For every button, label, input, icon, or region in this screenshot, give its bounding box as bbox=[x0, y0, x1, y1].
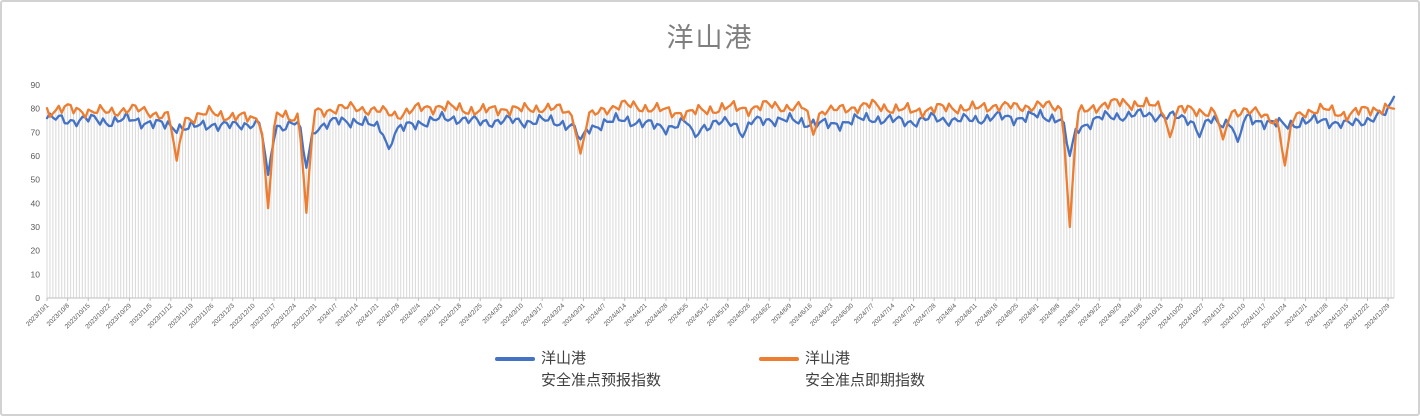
legend-item-spot: 洋山港 安全准点即期指数 bbox=[759, 348, 925, 392]
y-axis-tick-label: 20 bbox=[31, 246, 41, 256]
legend-spot-line2: 安全准点即期指数 bbox=[805, 372, 926, 389]
x-axis-tick-label: 2024/6/30 bbox=[830, 302, 856, 328]
spot-line-swatch-icon bbox=[759, 357, 799, 361]
legend-forecast-line1: 洋山港 bbox=[540, 350, 586, 367]
chart-legend: 洋山港 安全准点预报指数 洋山港 安全准点即期指数 bbox=[2, 348, 1418, 392]
x-axis-tick-label: 2024/4/28 bbox=[644, 302, 670, 328]
x-axis-tick-label: 2024/9/1 bbox=[1018, 302, 1041, 325]
y-axis-tick-label: 50 bbox=[31, 175, 41, 185]
x-axis-tick-label: 2024/6/2 bbox=[750, 302, 773, 325]
y-axis-tick-label: 10 bbox=[31, 269, 41, 279]
y-axis-tick-label: 70 bbox=[31, 127, 41, 137]
y-axis-tick-label: 90 bbox=[31, 80, 41, 90]
x-axis-tick-label: 2024/1/28 bbox=[376, 302, 402, 328]
x-axis-tick-label: 2024/3/31 bbox=[561, 302, 587, 328]
spot-index-line bbox=[45, 96, 1396, 229]
y-axis-tick-label: 0 bbox=[35, 293, 40, 303]
x-axis-tick-label: 2024/8/25 bbox=[995, 302, 1021, 328]
forecast-line-swatch-icon bbox=[494, 357, 535, 361]
legend-spot-line1: 洋山港 bbox=[805, 350, 851, 367]
y-axis-tick-label: 60 bbox=[31, 151, 41, 161]
y-axis-tick-label: 30 bbox=[31, 222, 41, 232]
y-axis-tick-label: 40 bbox=[31, 198, 41, 208]
x-axis-tick-label: 2024/5/26 bbox=[727, 302, 753, 328]
x-axis-tick-label: 2024/2/25 bbox=[458, 302, 484, 328]
legend-forecast-line2: 安全准点预报指数 bbox=[540, 372, 661, 389]
x-axis-tick-label: 2024/7/28 bbox=[912, 302, 938, 328]
y-axis-tick-label: 80 bbox=[31, 104, 41, 114]
chart-title: 洋山港 bbox=[666, 23, 754, 53]
legend-item-forecast: 洋山港 安全准点预报指数 bbox=[494, 348, 661, 392]
